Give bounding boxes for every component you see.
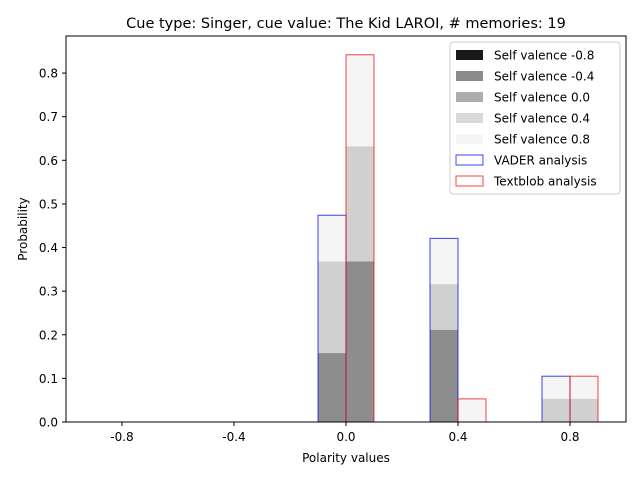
y-tick-label: 0.1 bbox=[39, 372, 58, 386]
legend-label: Self valence 0.4 bbox=[494, 112, 590, 126]
legend-swatch bbox=[456, 50, 483, 60]
legend-label: Textblob analysis bbox=[493, 175, 597, 189]
y-tick-label: 0.6 bbox=[39, 154, 58, 168]
bar-vader-self-valence-3-bin-3 bbox=[430, 284, 458, 422]
legend-label: Self valence 0.8 bbox=[494, 133, 590, 147]
y-tick-label: 0.2 bbox=[39, 328, 58, 342]
bar-vader-self-valence-3-bin-2 bbox=[318, 261, 346, 422]
x-tick-label: -0.8 bbox=[110, 430, 133, 444]
bars-layer bbox=[317, 54, 599, 423]
y-tick-label: 0.3 bbox=[39, 285, 58, 299]
chart-title: Cue type: Singer, cue value: The Kid LAR… bbox=[126, 16, 566, 32]
legend-label: VADER analysis bbox=[494, 154, 587, 168]
x-axis-label: Polarity values bbox=[302, 451, 390, 465]
legend-box bbox=[449, 41, 621, 195]
bar-textblob-self-valence-3-bin-4 bbox=[570, 398, 598, 422]
y-tick-label: 0.5 bbox=[39, 197, 58, 211]
y-axis-label: Probability bbox=[16, 197, 30, 260]
legend-swatch bbox=[456, 113, 483, 123]
x-tick-label: -0.4 bbox=[222, 430, 245, 444]
legend-label: Self valence -0.4 bbox=[494, 70, 594, 84]
legend-swatch bbox=[455, 154, 484, 166]
legend-swatch bbox=[456, 134, 483, 144]
bar-textblob-self-valence-4-bin-3 bbox=[458, 398, 486, 422]
bar-vader-self-valence-3-bin-4 bbox=[542, 398, 570, 422]
bar-textblob-self-valence-3-bin-2 bbox=[346, 146, 374, 422]
legend-label: Self valence -0.8 bbox=[494, 49, 594, 63]
bar-vader-self-valence-2-bin-3 bbox=[430, 329, 458, 422]
bar-vader-self-valence-4-bin-3 bbox=[430, 238, 458, 422]
legend-swatch bbox=[456, 71, 483, 81]
y-tick-label: 0.8 bbox=[39, 67, 58, 81]
bar-vader-self-valence-2-bin-2 bbox=[318, 353, 346, 422]
bar-textblob-self-valence-4-bin-4 bbox=[570, 376, 598, 422]
axes-layer: -0.8 -0.4 0.0 0.4 0.8 0.0 0.1 0.2 0.3 0.4 0.5 0.6 0.… bbox=[39, 35, 627, 444]
y-tick-label: 0.7 bbox=[39, 110, 58, 124]
x-tick-label: 0.4 bbox=[448, 430, 467, 444]
y-tick-label: 0.0 bbox=[39, 416, 58, 430]
bar-textblob-self-valence-4-bin-2 bbox=[346, 54, 374, 423]
legend-swatch bbox=[456, 92, 483, 102]
legend: Self valence -0.8 Self valence -0.4 Self v… bbox=[449, 41, 621, 195]
bar-vader-self-valence-4-bin-4 bbox=[542, 376, 570, 422]
bar-textblob-self-valence-2-bin-2 bbox=[346, 261, 374, 422]
legend-label: Self valence 0.0 bbox=[494, 91, 590, 105]
bar-vader-self-valence-4-bin-2 bbox=[318, 215, 346, 422]
legend-swatch bbox=[455, 175, 484, 187]
y-tick-label: 0.4 bbox=[39, 241, 58, 255]
x-tick-label: 0.8 bbox=[560, 430, 579, 444]
x-tick-label: 0.0 bbox=[336, 430, 355, 444]
